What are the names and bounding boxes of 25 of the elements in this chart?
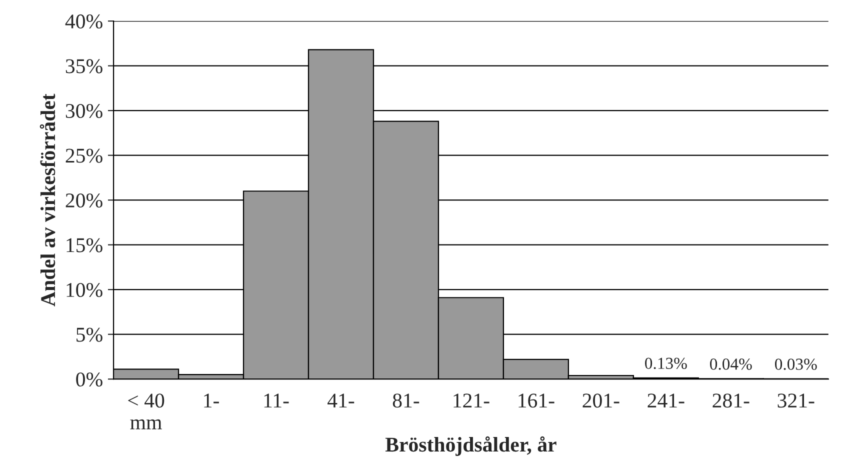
x-tick-label: 1- — [204, 394, 219, 408]
y-tick-label: 35% — [66, 59, 102, 74]
y-tick-label: 25% — [66, 148, 102, 163]
x-axis-title: Brösthöjdsålder, år — [385, 436, 556, 456]
x-tick-label: 201- — [582, 394, 620, 408]
y-tick-label: 40% — [65, 14, 102, 29]
y-tick-label: 10% — [66, 282, 102, 298]
y-tick-label: 15% — [66, 238, 102, 252]
data-label: 0.13% — [645, 358, 687, 370]
x-tick-label: 11- — [264, 394, 289, 408]
x-tick-label: < 40 mm — [128, 394, 164, 430]
y-axis-title: Andel av virkesförrådet — [40, 94, 56, 306]
x-tick-label: 321- — [778, 394, 814, 408]
data-label: 0.03% — [775, 358, 817, 370]
x-tick-label: 281- — [712, 394, 750, 408]
x-tick-label: 121- — [454, 394, 490, 408]
y-tick-label: 0% — [76, 372, 102, 387]
x-tick-label: 81- — [392, 394, 420, 408]
x-tick-label: 241- — [648, 394, 684, 408]
x-tick-label: 161- — [518, 394, 554, 408]
y-tick-label: 5% — [76, 328, 102, 342]
x-tick-label: 41- — [328, 394, 354, 408]
data-label: 0.04% — [710, 358, 752, 370]
y-tick-label: 20% — [66, 193, 102, 208]
y-tick-label: 30% — [66, 104, 102, 118]
